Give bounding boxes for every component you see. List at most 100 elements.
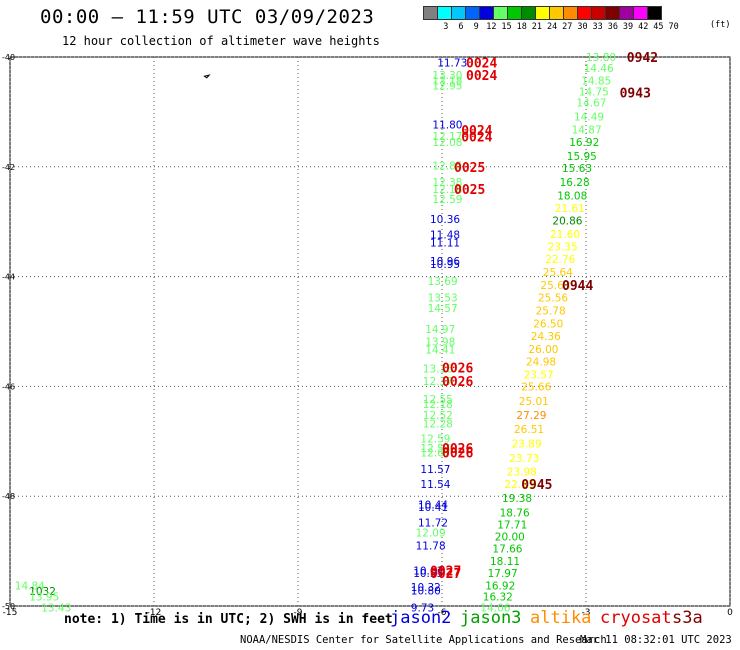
wave-height-label: 15.95 xyxy=(567,151,597,163)
wave-height-label: 12.08 xyxy=(432,137,462,149)
wave-height-label: 23.35 xyxy=(548,241,578,253)
wave-height-label: 17.97 xyxy=(488,568,518,580)
wave-height-label: 25.64 xyxy=(543,267,573,279)
wave-height-label: 13.98 xyxy=(425,336,455,348)
wave-height-label: 12.67 xyxy=(420,447,450,459)
wave-height-label: 20.86 xyxy=(552,216,582,228)
wave-height-label: 12.17 xyxy=(432,131,462,143)
wave-height-label: 13.30 xyxy=(432,70,462,82)
wave-height-label: 12.59 xyxy=(420,434,450,446)
wave-height-label: 13.80 xyxy=(586,52,616,64)
chart-subtitle: 12 hour collection of altimeter wave hei… xyxy=(62,34,380,48)
legend-item-altika: altika xyxy=(530,608,592,628)
wave-height-label: 19.38 xyxy=(502,493,532,505)
time-label: 0024 xyxy=(466,56,497,71)
footer-generated-time: Mar 11 08:32:01 UTC 2023 xyxy=(580,634,732,646)
legend-item-jason3: jason3 xyxy=(460,608,522,628)
x-tick-label: -9 xyxy=(294,608,303,618)
wave-height-label: 18.11 xyxy=(490,556,520,568)
y-tick-label: -46 xyxy=(2,382,15,391)
scale-label: 33 xyxy=(592,22,603,32)
wave-height-label: 12.59 xyxy=(432,194,462,206)
wave-height-label: 25.66 xyxy=(521,381,551,393)
wave-height-label: 16.92 xyxy=(485,581,515,593)
plot-frame xyxy=(9,56,731,607)
wave-height-label: 12.37 xyxy=(423,376,453,388)
scale-label: 42 xyxy=(638,22,649,32)
wave-height-label: 20.00 xyxy=(495,531,525,543)
wave-height-label: 18.08 xyxy=(557,190,587,202)
wave-height-label: 24.36 xyxy=(531,331,561,343)
wave-height-label: 13.69 xyxy=(428,276,458,288)
x-tick-label: -12 xyxy=(147,608,162,618)
wave-height-label: 23.57 xyxy=(524,369,554,381)
wave-height-label: 10.44 xyxy=(418,499,448,511)
wave-height-label: 13.16 xyxy=(423,363,453,375)
wave-height-label: 14.85 xyxy=(581,76,611,88)
time-label: 0027 xyxy=(430,564,461,579)
wave-height-label: 22.76 xyxy=(545,254,575,266)
wave-height-label: 14.97 xyxy=(425,324,455,336)
wave-height-label: 12.38 xyxy=(432,177,462,189)
scale-label: 24 xyxy=(546,22,558,32)
coastline xyxy=(203,74,211,79)
wave-height-label: 14.57 xyxy=(428,303,458,315)
wave-height-label: 23.98 xyxy=(507,466,537,478)
wave-height-label: 10.55 xyxy=(413,568,443,580)
time-label: 0026 xyxy=(442,442,473,457)
wave-height-label: 26.51 xyxy=(514,424,544,436)
wave-height-label: 11.57 xyxy=(420,464,450,476)
wave-height-label: 12.18 xyxy=(423,399,453,411)
wave-height-label: 23.73 xyxy=(509,453,539,465)
wave-height-label: 10.41 xyxy=(418,502,448,514)
wave-height-label: 11.78 xyxy=(416,541,446,553)
wave-height-label: 26.00 xyxy=(528,344,558,356)
x-tick-label: -15 xyxy=(3,608,18,618)
wave-height-label: 14.06 xyxy=(480,603,510,615)
wave-height-label: 25.56 xyxy=(538,292,568,304)
wave-height-label: 11.11 xyxy=(430,238,460,250)
y-tick-label: -40 xyxy=(2,53,15,62)
wave-height-label: 12.95 xyxy=(432,81,462,93)
wave-height-label: 14.49 xyxy=(574,111,604,123)
x-tick-label: 0 xyxy=(727,608,733,618)
wave-height-label: 25.78 xyxy=(536,306,566,318)
wave-height-label: 12.18 xyxy=(432,184,462,196)
wave-height-label: 27.29 xyxy=(516,410,546,422)
legend-item-s3a: s3a xyxy=(672,608,703,628)
wave-height-label: 16.92 xyxy=(569,137,599,149)
wave-height-label: 15.63 xyxy=(562,163,592,175)
scale-label: 21 xyxy=(531,22,543,32)
y-tick-label: -48 xyxy=(2,492,15,501)
wave-height-label: 14.87 xyxy=(572,124,602,136)
wave-height-label: 14.84 xyxy=(15,581,45,593)
wave-height-label: 21.61 xyxy=(555,203,585,215)
wave-height-label: 17.66 xyxy=(492,543,522,555)
wave-height-label: 23.89 xyxy=(512,438,542,450)
scale-label: 15 xyxy=(501,22,512,32)
wave-height-label: 22.13 xyxy=(504,479,534,491)
wave-height-label: 11.72 xyxy=(418,518,448,530)
footer-note: note: 1) Time is in UTC; 2) SWH is in fe… xyxy=(64,612,393,627)
scale-label: 3 xyxy=(443,22,449,32)
wave-height-label: 16.28 xyxy=(560,177,590,189)
scale-label: 18 xyxy=(516,22,527,32)
wave-height-label: 16.32 xyxy=(483,592,513,604)
x-tick-label: -3 xyxy=(582,608,591,618)
wave-height-label: 12.09 xyxy=(416,527,446,539)
time-label: 0027 xyxy=(430,567,461,582)
scale-label: 39 xyxy=(622,22,634,32)
scale-label: 70 xyxy=(668,22,679,32)
time-label: 0945 xyxy=(521,478,552,493)
wave-height-label: 9.73 xyxy=(411,603,434,615)
y-tick-label: -44 xyxy=(2,273,15,282)
wave-height-label: 13.95 xyxy=(29,592,59,604)
wave-height-label: 10.96 xyxy=(430,256,460,268)
x-tick-label: -6 xyxy=(438,608,447,618)
scale-label: 27 xyxy=(562,22,573,32)
wave-height-label: 26.50 xyxy=(533,318,563,330)
time-label: 0024 xyxy=(461,131,492,146)
wave-height-label: 12.57 xyxy=(420,443,450,455)
time-label: 0943 xyxy=(620,87,651,102)
wave-height-label: 10.36 xyxy=(430,214,460,226)
